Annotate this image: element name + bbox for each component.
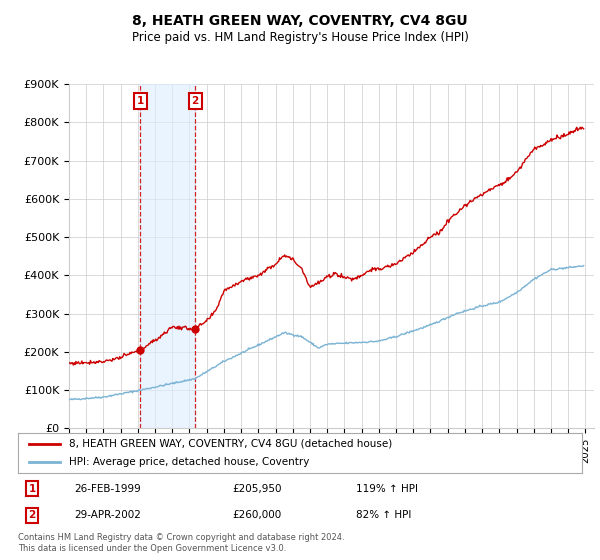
Text: 2: 2 (28, 510, 36, 520)
Bar (140, 84, 195, 428)
Text: 1: 1 (137, 96, 144, 106)
Text: HPI: Average price, detached house, Coventry: HPI: Average price, detached house, Cove… (69, 458, 309, 467)
Text: 119% ↑ HPI: 119% ↑ HPI (356, 484, 418, 494)
Text: 26-FEB-1999: 26-FEB-1999 (74, 484, 141, 494)
Text: 8, HEATH GREEN WAY, COVENTRY, CV4 8GU: 8, HEATH GREEN WAY, COVENTRY, CV4 8GU (132, 14, 468, 28)
Text: 8, HEATH GREEN WAY, COVENTRY, CV4 8GU (detached house): 8, HEATH GREEN WAY, COVENTRY, CV4 8GU (d… (69, 439, 392, 449)
Text: 29-APR-2002: 29-APR-2002 (74, 510, 141, 520)
Text: £260,000: £260,000 (232, 510, 281, 520)
Text: 82% ↑ HPI: 82% ↑ HPI (356, 510, 412, 520)
Text: £205,950: £205,950 (232, 484, 282, 494)
Text: 2: 2 (191, 96, 199, 106)
Text: Contains HM Land Registry data © Crown copyright and database right 2024.
This d: Contains HM Land Registry data © Crown c… (18, 533, 344, 553)
Text: Price paid vs. HM Land Registry's House Price Index (HPI): Price paid vs. HM Land Registry's House … (131, 31, 469, 44)
Text: 1: 1 (28, 484, 36, 494)
